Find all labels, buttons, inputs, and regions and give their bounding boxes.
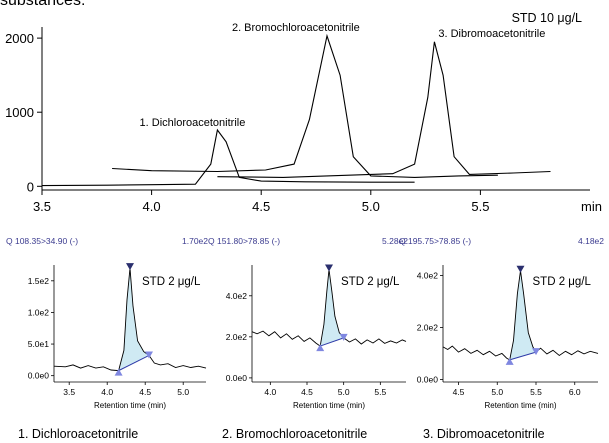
- sub-standard-label: STD 2 μg/L: [341, 276, 400, 288]
- sub-y-tick-label: 4.0e2: [417, 270, 439, 280]
- peak-end-marker: [339, 333, 348, 341]
- peak-annotation-1: 1. Dichloroacetonitrile: [140, 117, 246, 129]
- sub-standard-label: STD 2 μg/L: [142, 276, 201, 288]
- sub-x-tick-label: 5.5: [530, 387, 542, 397]
- sub-x-axis-label: Retention time (min): [484, 401, 556, 410]
- caption-peak-1: 1. Dichloroacetonitrile: [18, 427, 139, 441]
- peak-end-marker: [532, 348, 540, 356]
- y-tick-label: 0: [27, 179, 34, 194]
- sub-chart-title-3: Q 195.75>78.85 (-): [399, 236, 471, 246]
- peak-baseline: [509, 351, 537, 361]
- sub-x-tick-label: 5.0: [177, 387, 189, 397]
- header-text: substances:: [0, 0, 86, 9]
- x-tick-label: 5.5: [471, 199, 489, 214]
- sub-x-tick-label: 4.5: [139, 387, 151, 397]
- sub-standard-label: STD 2 μg/L: [533, 276, 592, 288]
- x-tick-label: 5.0: [362, 199, 380, 214]
- sub-x-tick-label: 5.0: [338, 387, 350, 397]
- sub-y-tick-label: 2.0e2: [226, 332, 248, 342]
- peak-apex-marker: [516, 265, 525, 273]
- x-unit-label: min: [581, 199, 602, 214]
- peak-baseline: [118, 354, 150, 372]
- sub-y-tick-label: 5.0e1: [28, 339, 50, 349]
- sub-chart-max-3: 4.18e2: [578, 236, 604, 246]
- series-line-2: [112, 33, 498, 178]
- series-line-1: [41, 128, 415, 187]
- peak-area-fill: [509, 270, 536, 360]
- sub-y-tick-label: 2.0e2: [417, 322, 439, 332]
- peak-start-marker: [114, 368, 123, 376]
- sub-y-tick-label: 1.5e2: [28, 276, 50, 286]
- sub-chart-max-2: 5.28e2: [382, 236, 408, 246]
- main-standard-label: STD 10 μg/L: [512, 11, 582, 25]
- sub-chart-title-1: Q 108.35>34.90 (-): [6, 236, 78, 246]
- peak-annotation-2: 2. Bromochloroacetonitrile: [232, 22, 360, 34]
- peak-end-marker: [145, 351, 153, 359]
- peak-apex-marker: [126, 263, 134, 271]
- caption-peak-3: 3. Dibromoacetonitrile: [423, 427, 545, 441]
- x-tick-label: 3.5: [33, 199, 51, 214]
- sub-x-tick-label: 4.5: [301, 387, 313, 397]
- peak-annotation-3: 3. Dibromoacetonitrile: [438, 28, 545, 40]
- sub-x-axis-label: Retention time (min): [293, 401, 365, 410]
- sub-x-tick-label: 4.0: [264, 387, 276, 397]
- peak-baseline: [320, 337, 344, 347]
- sub-x-tick-label: 4.0: [101, 387, 113, 397]
- caption-peak-2: 2. Bromochloroacetonitrile: [222, 427, 368, 441]
- y-tick-label: 1000: [5, 105, 34, 120]
- series-line-3: [217, 41, 551, 178]
- x-tick-label: 4.0: [143, 199, 161, 214]
- sub-y-tick-label: 0.0e0: [417, 374, 439, 384]
- sub-chart-title-2: Q 151.80>78.85 (-): [208, 236, 280, 246]
- peak-start-marker: [316, 344, 325, 352]
- sub-y-tick-label: 0.0e0: [28, 371, 50, 381]
- y-tick-label: 2000: [5, 31, 34, 46]
- sub-x-tick-label: 6.0: [569, 387, 581, 397]
- chromatogram-trace: [53, 268, 207, 372]
- sub-x-tick-label: 3.5: [63, 387, 75, 397]
- sub-x-axis-label: Retention time (min): [94, 401, 166, 410]
- sub-y-tick-label: 1.0e2: [28, 307, 50, 317]
- peak-area-fill: [118, 268, 149, 371]
- sub-chart-max-1: 1.70e2: [182, 236, 208, 246]
- sub-x-tick-label: 5.5: [374, 387, 386, 397]
- chromatogram-trace: [442, 270, 599, 361]
- peak-start-marker: [505, 357, 514, 365]
- x-tick-label: 4.5: [252, 199, 270, 214]
- peak-apex-marker: [325, 264, 333, 272]
- sub-y-tick-label: 4.0e2: [226, 291, 248, 301]
- sub-y-tick-label: 0.0e0: [226, 373, 248, 383]
- peak-area-fill: [320, 269, 344, 347]
- sub-x-tick-label: 5.0: [491, 387, 503, 397]
- sub-x-tick-label: 4.5: [453, 387, 465, 397]
